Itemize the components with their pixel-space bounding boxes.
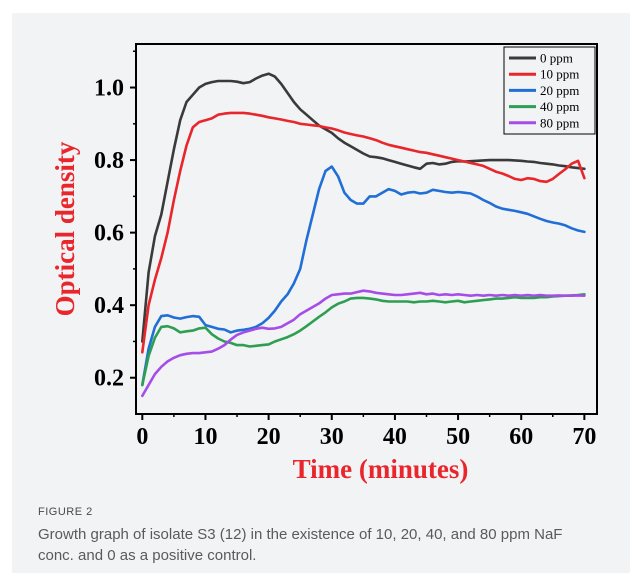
series-line-10-ppm	[141, 111, 586, 354]
y-tick-label: 0.2	[94, 366, 124, 392]
legend-label: 80 ppm	[540, 115, 579, 130]
series-line-40-ppm	[141, 292, 586, 387]
y-tick-label: 0.4	[94, 293, 124, 319]
y-tick-label: 0.8	[94, 148, 124, 174]
line-chart: 0 10 20 30 40 50 60 70 0.2 0.4 0.6 0.8 1.0 Time (minu…	[50, 43, 598, 484]
y-tick-label: 0.6	[94, 221, 124, 247]
x-tick-label: 40	[383, 424, 407, 450]
y-axis-label: Optical density	[50, 141, 80, 316]
x-tick-label: 70	[572, 424, 596, 450]
figure-caption: Growth graph of isolate S3 (12) in the e…	[38, 526, 563, 564]
legend-label: 40 ppm	[540, 99, 579, 114]
y-tick-label: 1.0	[94, 76, 124, 102]
x-tick-label: 20	[257, 424, 281, 450]
plot-frame	[135, 43, 598, 415]
legend-label: 20 ppm	[540, 83, 579, 98]
legend-label: 10 ppm	[540, 67, 579, 82]
figure-label: FIGURE 2	[38, 506, 93, 518]
legend-label: 0 ppm	[540, 51, 573, 66]
x-tick-label: 50	[446, 424, 470, 450]
chart-area: 0 10 20 30 40 50 60 70 0.2 0.4 0.6 0.8 1.0 Time (minu…	[30, 35, 614, 505]
series-line-20-ppm	[141, 165, 586, 387]
x-tick-label: 10	[193, 424, 217, 450]
figure-card: 0 10 20 30 40 50 60 70 0.2 0.4 0.6 0.8 1.0 Time (minu…	[12, 13, 630, 573]
series-line-0-ppm	[141, 72, 586, 343]
x-tick-label: 60	[509, 424, 533, 450]
x-tick-label: 0	[136, 424, 148, 450]
series-line-80-ppm	[141, 289, 586, 398]
x-axis-label: Time (minutes)	[293, 454, 469, 484]
x-tick-label: 30	[320, 424, 344, 450]
